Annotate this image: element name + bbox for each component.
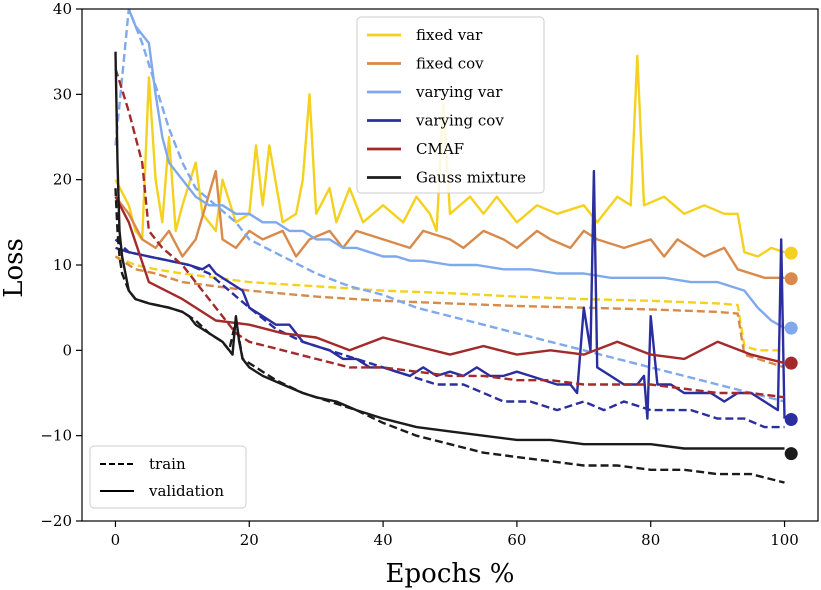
x-tick-label: 80 <box>641 531 660 549</box>
end-marker-layer <box>784 246 798 461</box>
legend-label-gauss-mixture: Gauss mixture <box>416 169 526 187</box>
legend-label-fixed-var: fixed var <box>416 26 483 44</box>
fixed-var-end-marker <box>784 246 798 260</box>
legend-top-box <box>356 16 545 194</box>
y-tick-label: 30 <box>53 85 72 103</box>
varying-var-train-line <box>114 9 785 403</box>
gauss-mixture-end-marker <box>784 447 798 461</box>
y-tick-label: 0 <box>62 341 72 359</box>
y-tick-label: −10 <box>40 427 72 445</box>
x-tick-label: 60 <box>507 531 526 549</box>
legend-bottom: train validation <box>89 445 247 509</box>
fixed-var-train-line <box>115 255 785 352</box>
fixed-cov-validation-line <box>114 169 785 279</box>
x-tick-label: 100 <box>770 531 799 549</box>
fixed-cov-end-marker <box>784 272 798 286</box>
legend-bottom-box <box>89 445 247 509</box>
x-tick-label: 0 <box>111 531 121 549</box>
legend-label-train: train <box>149 455 186 473</box>
legend-label-varying-var: varying var <box>415 83 503 101</box>
x-tick-label: 40 <box>374 531 393 549</box>
legend-label-validation: validation <box>148 482 224 500</box>
varying-var-validation-line <box>127 9 786 330</box>
y-axis-title: Loss <box>0 238 29 298</box>
fixed-var-validation-line <box>114 54 785 258</box>
legend-top: fixed var fixed cov varying var varying cov… <box>356 16 545 194</box>
varying-cov-end-marker <box>784 413 798 426</box>
series-layer <box>114 9 786 484</box>
y-tick-label: 40 <box>53 0 72 18</box>
legend-label-fixed-cov: fixed cov <box>416 55 484 73</box>
x-axis-ticks: 0 20 40 60 80 100 <box>111 521 799 549</box>
cmaf-end-marker <box>784 356 798 370</box>
legend-label-varying-cov: varying cov <box>415 112 504 130</box>
legend-label-cmaf: CMAF <box>416 140 464 158</box>
gauss-mixture-train-line <box>114 188 785 484</box>
y-tick-label: 10 <box>53 256 72 274</box>
x-axis-title: Epochs % <box>386 559 515 589</box>
cmaf-validation-line <box>114 196 785 365</box>
y-axis-ticks: −20 −10 0 10 20 30 40 <box>40 0 82 530</box>
y-tick-label: −20 <box>40 512 72 530</box>
x-tick-label: 20 <box>240 531 259 549</box>
y-tick-label: 20 <box>53 171 72 189</box>
gauss-mixture-validation-line <box>114 51 785 450</box>
cmaf-train-line <box>114 68 785 399</box>
fixed-cov-train-line <box>114 255 785 369</box>
varying-var-end-marker <box>784 321 798 335</box>
varying-cov-train-line <box>114 238 785 429</box>
